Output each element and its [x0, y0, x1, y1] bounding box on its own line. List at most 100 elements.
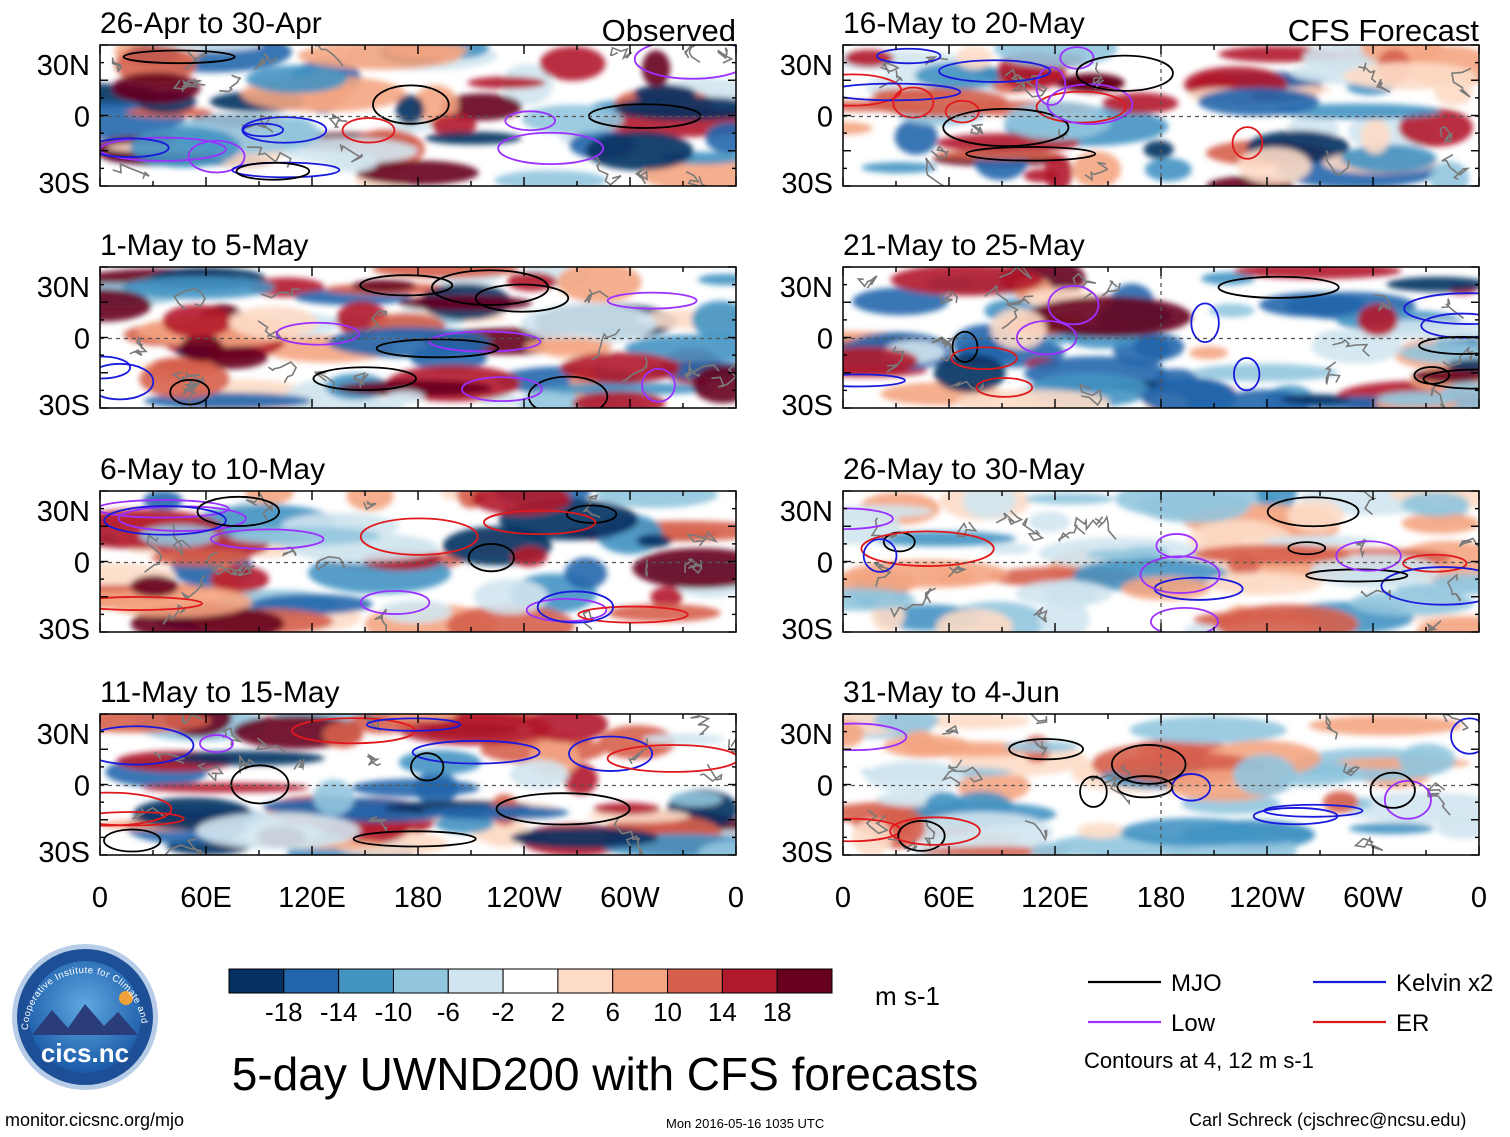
anomaly-blob	[151, 548, 251, 567]
coastline	[984, 267, 1034, 330]
anomaly-blob	[179, 334, 224, 362]
contour-line	[862, 538, 898, 573]
contour-line	[359, 517, 479, 556]
coastline	[995, 509, 1048, 623]
contour-line	[938, 59, 1052, 83]
anomaly-blob	[446, 604, 575, 632]
anomaly-blob	[424, 131, 522, 145]
coastline	[1324, 294, 1391, 386]
contour-line	[187, 139, 246, 174]
anomaly-blob	[313, 779, 355, 816]
coastline	[315, 500, 387, 632]
anomaly-blob	[1401, 492, 1469, 517]
anomaly-blob	[564, 557, 608, 590]
coastline	[238, 493, 297, 577]
coastline	[595, 46, 648, 186]
contour-line	[1139, 555, 1221, 594]
anomaly-blob	[1028, 511, 1070, 533]
anomaly-blob	[1386, 276, 1479, 292]
colorbar-swatch	[667, 968, 723, 994]
contour-line	[1008, 738, 1084, 761]
contour-line	[942, 107, 1070, 148]
y-tick-label: 0	[817, 324, 833, 356]
panel-title: 1-May to 5-May	[100, 229, 308, 262]
contour-line	[100, 811, 185, 827]
contour-line	[1233, 357, 1261, 392]
anomaly-blob	[934, 149, 1062, 160]
anomaly-blob	[397, 714, 552, 746]
anomaly-blob	[1401, 512, 1479, 534]
legend-label: Low	[1171, 1010, 1216, 1037]
coastline	[144, 523, 192, 625]
anomaly-blob	[607, 604, 721, 622]
coastline	[924, 521, 978, 604]
anomaly-blob	[323, 721, 363, 748]
contour-line	[577, 605, 689, 624]
colorbar-label: 18	[763, 997, 792, 1027]
website-link[interactable]: monitor.cicsnc.org/mjo	[5, 1110, 185, 1130]
anomaly-blob	[1030, 842, 1072, 855]
contour-line	[352, 830, 477, 848]
anomaly-blob	[244, 491, 294, 505]
contour-line	[359, 274, 454, 297]
x-tick-label: 60W	[1343, 882, 1403, 914]
anomaly-blob	[169, 750, 325, 766]
anomaly-blob	[1201, 272, 1256, 285]
anomaly-blob	[890, 267, 1044, 296]
contour-line	[1116, 775, 1174, 799]
legend-label: Kelvin x2	[1396, 970, 1493, 997]
coastline	[1439, 67, 1472, 180]
anomaly-blob	[585, 131, 694, 171]
anomaly-blob	[955, 389, 1110, 408]
anomaly-blob	[385, 45, 469, 58]
anomaly-blob	[1343, 62, 1477, 90]
contour-line	[1150, 606, 1219, 632]
anomaly-blob	[844, 49, 894, 68]
anomaly-blob	[1232, 754, 1297, 796]
anomaly-blob	[572, 391, 666, 408]
contour-line	[341, 117, 396, 144]
x-tick-label: 0	[835, 882, 851, 914]
map-panel: 1-May to 5-May 30N 0 30S	[37, 229, 737, 422]
anomaly-blob	[351, 778, 480, 798]
anomaly-blob	[1377, 391, 1456, 407]
anomaly-blob	[1360, 118, 1391, 155]
contour-line	[1155, 533, 1198, 559]
anomaly-blob	[641, 50, 671, 88]
contour-line	[950, 346, 1018, 371]
anomaly-blob	[539, 46, 606, 81]
anomaly-blob	[1189, 346, 1228, 360]
colorbar-label: -18	[265, 997, 303, 1027]
anomaly-blob	[595, 491, 718, 509]
anomaly-blob	[129, 575, 179, 598]
anomaly-blob	[100, 288, 152, 322]
colorbar-label: -10	[375, 997, 413, 1027]
contour-line	[843, 373, 906, 388]
contour-line	[375, 338, 500, 359]
contour-line	[504, 110, 557, 132]
map-panel: 31-May to 4-Jun 30N 0 30S	[780, 676, 1480, 869]
anomaly-blob	[1357, 303, 1398, 337]
contour-line	[1035, 90, 1127, 124]
contour-line	[965, 146, 1097, 162]
anomaly-blob	[1133, 333, 1185, 361]
anomaly-blob	[527, 714, 608, 743]
anomaly-blob	[1286, 499, 1345, 532]
contour-line	[1035, 66, 1067, 107]
anomaly-blob	[933, 353, 1006, 393]
anomaly-blob	[920, 846, 1064, 855]
anomaly-blob	[1308, 715, 1463, 736]
anomaly-blob	[121, 275, 275, 300]
y-tick-label: 0	[817, 548, 833, 580]
anomaly-blob	[1429, 161, 1470, 186]
contour-line	[1266, 496, 1360, 528]
anomaly-blob	[1072, 151, 1122, 186]
column-header: Observed	[602, 13, 736, 48]
coastline	[1024, 714, 1048, 842]
coastline	[1058, 514, 1117, 543]
panel-title: 31-May to 4-Jun	[843, 676, 1060, 709]
contour-line	[1079, 775, 1108, 808]
contour-line	[1190, 302, 1220, 344]
contour-line	[860, 530, 995, 567]
contour-line	[275, 321, 360, 346]
